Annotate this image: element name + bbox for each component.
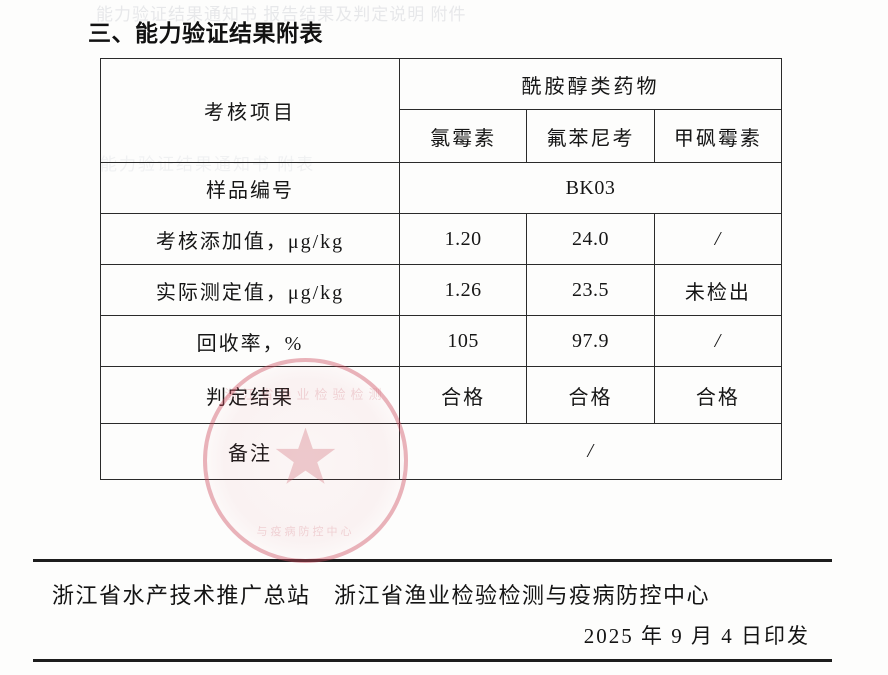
row-value-recovery-drug-3: / (653, 315, 783, 367)
scan-ghost-text-top: 能力验证结果通知书 报告结果及判定说明 附件 (96, 5, 467, 22)
row-value-measured-drug-2: 23.5 (526, 264, 655, 316)
footer-rule-top (33, 559, 832, 562)
row-value-judgement-drug-1: 合格 (398, 366, 528, 424)
header-cell-drug-group: 酰胺醇类药物 (399, 58, 782, 110)
row-value-recovery-drug-2: 97.9 (526, 315, 655, 367)
row-label-remarks: 备注 (100, 423, 400, 480)
table-row: 备注 / (100, 423, 782, 480)
header-cell-item: 考核项目 (100, 58, 400, 163)
row-label-sample-no: 样品编号 (100, 162, 400, 214)
table-row: 实际测定值，μg/kg 1.26 23.5 未检出 (100, 264, 783, 316)
capability-verification-results-table: 考核项目 酰胺醇类药物 氯霉素 氟苯尼考 甲砜霉素 样品编号 BK03 考核添加… (100, 58, 783, 480)
footer-issuing-organizations: 浙江省水产技术推广总站 浙江省渔业检验检测与疫病防控中心 (52, 583, 711, 608)
table-row: 回收率，% 105 97.9 / (100, 315, 783, 367)
row-value-judgement-drug-3: 合格 (653, 366, 783, 424)
header-cell-drug-2: 氟苯尼考 (526, 109, 655, 163)
table-row: 样品编号 BK03 (100, 162, 782, 214)
row-value-remarks-merged: / (399, 423, 782, 480)
seal-bottom-text: 与疫病防控中心 (256, 526, 355, 538)
row-value-spiked-drug-2: 24.0 (526, 213, 655, 265)
row-value-recovery-drug-1: 105 (398, 315, 528, 367)
row-value-measured-drug-3: 未检出 (653, 264, 783, 316)
table-row: 判定结果 合格 合格 合格 (100, 366, 783, 424)
row-label-recovery-rate: 回收率，% (100, 315, 400, 367)
row-label-measured-value: 实际测定值，μg/kg (100, 264, 400, 316)
row-value-judgement-drug-2: 合格 (526, 366, 655, 424)
row-label-spiked-value: 考核添加值，μg/kg (100, 213, 400, 265)
row-label-judgement: 判定结果 (100, 366, 400, 424)
table-row: 考核添加值，μg/kg 1.20 24.0 / (100, 213, 783, 265)
row-value-sample-no-merged: BK03 (399, 162, 782, 214)
table-header-row-drugs: 氯霉素 氟苯尼考 甲砜霉素 (101, 109, 783, 163)
row-value-spiked-drug-1: 1.20 (398, 213, 528, 265)
header-cell-drug-3: 甲砜霉素 (653, 109, 783, 163)
row-value-spiked-drug-3: / (653, 213, 783, 265)
header-cell-drug-1: 氯霉素 (398, 109, 528, 163)
page-title: 三、能力验证结果附表 (88, 20, 323, 46)
row-value-measured-drug-1: 1.26 (398, 264, 528, 316)
footer-rule-bottom (33, 659, 832, 662)
table-header-row-group: 考核项目 酰胺醇类药物 (100, 58, 782, 163)
footer-issue-date: 2025 年 9 月 4 日印发 (583, 624, 810, 648)
